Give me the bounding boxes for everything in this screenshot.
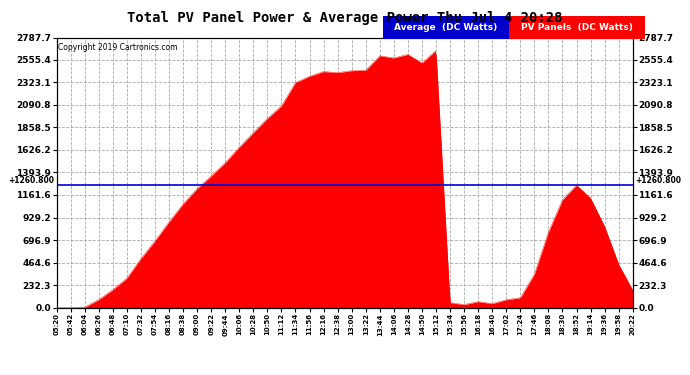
Text: +1260.800: +1260.800: [635, 176, 682, 185]
Bar: [509, 16, 645, 39]
Text: Average  (DC Watts): Average (DC Watts): [394, 23, 497, 32]
Text: Copyright 2019 Cartronics.com: Copyright 2019 Cartronics.com: [58, 43, 177, 52]
Text: Total PV Panel Power & Average Power Thu Jul 4 20:28: Total PV Panel Power & Average Power Thu…: [127, 11, 563, 25]
Text: +1260.800: +1260.800: [8, 176, 54, 185]
Text: PV Panels  (DC Watts): PV Panels (DC Watts): [521, 23, 633, 32]
Bar: [383, 16, 509, 39]
